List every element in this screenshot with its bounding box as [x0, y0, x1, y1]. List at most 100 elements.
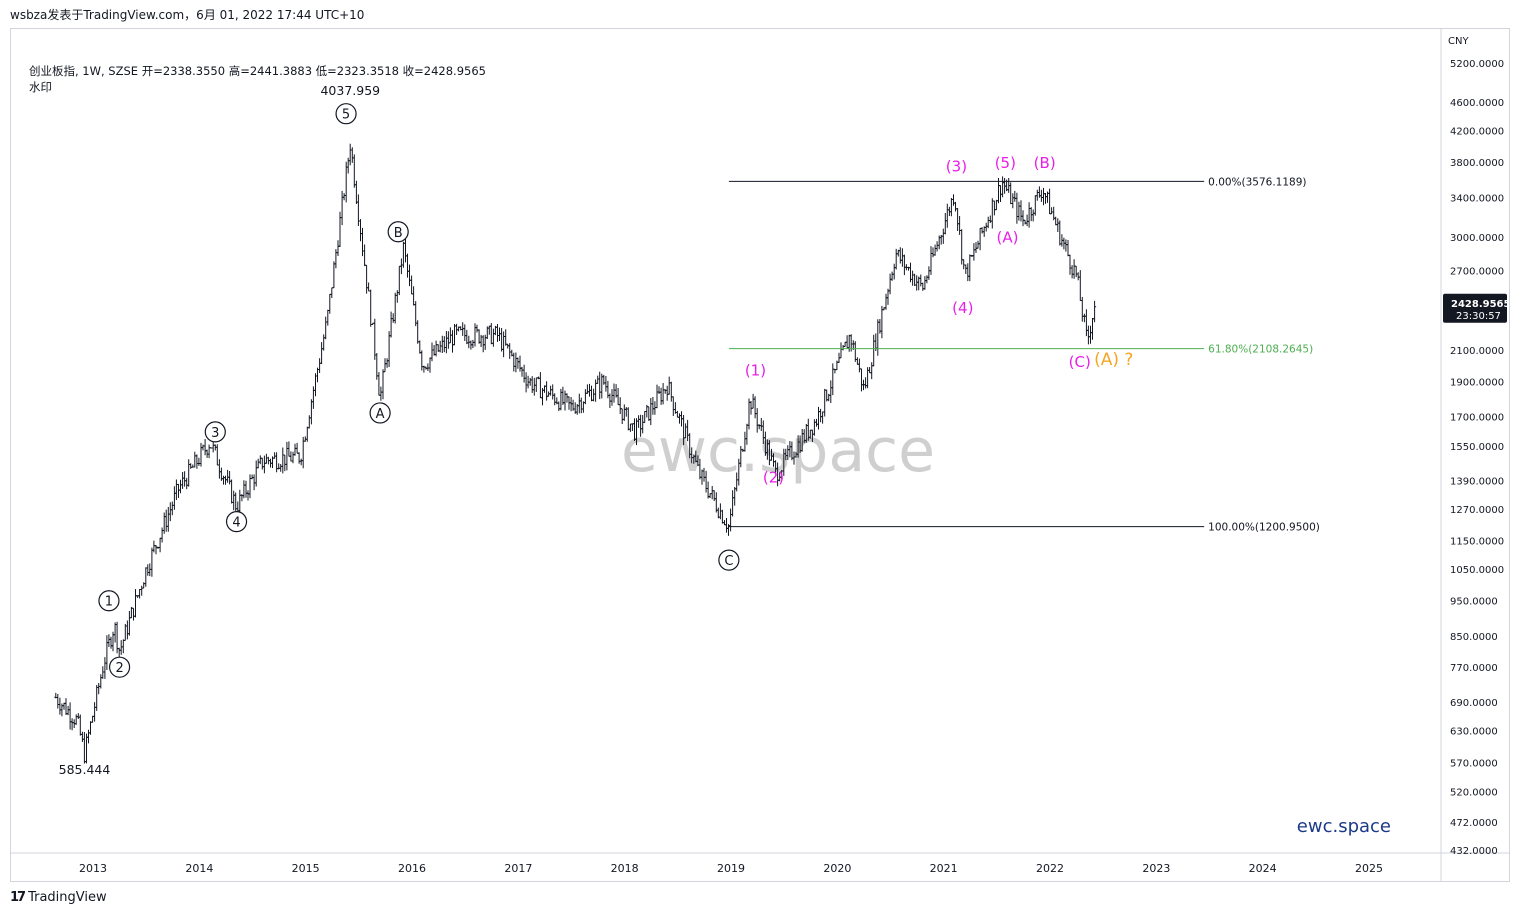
- ohlc-bar: [242, 480, 246, 499]
- ohlc-bar: [1084, 309, 1088, 337]
- ohlc-bar: [980, 227, 984, 234]
- ohlc-bar: [379, 386, 383, 401]
- wave-label-magenta: (5): [995, 154, 1016, 172]
- price-tick-label: 5200.0000: [1450, 59, 1504, 70]
- ohlc-bar: [291, 451, 295, 464]
- ohlc-bar: [444, 331, 448, 354]
- ohlc-bar: [522, 364, 526, 383]
- wave-label-circled: 4: [232, 516, 240, 531]
- ohlc-bar: [64, 698, 68, 715]
- tradingview-brand[interactable]: 17 TradingView: [10, 890, 107, 905]
- price-tick-label: 1150.0000: [1450, 536, 1504, 547]
- symbol-ohlc-line: 创业板指, 1W, SZSE 开=2338.3550 高=2441.3883 低…: [29, 64, 486, 78]
- price-tick-label: 3000.0000: [1450, 233, 1504, 244]
- ohlc-bar: [565, 393, 569, 403]
- time-tick-label: 2019: [717, 862, 745, 875]
- ohlc-bar: [179, 479, 182, 494]
- ohlc-bar: [708, 493, 712, 498]
- wave-label-magenta: (C): [1069, 353, 1091, 371]
- ohlc-bar: [581, 401, 585, 413]
- ohlc-bar: [1011, 193, 1015, 209]
- ohlc-bar: [590, 385, 593, 402]
- ohlc-bar: [847, 334, 851, 352]
- tradingview-logo-icon: 17: [10, 890, 26, 905]
- ohlc-bar: [1058, 220, 1062, 246]
- price-scale-currency: CNY: [1448, 36, 1469, 47]
- ohlc-bar: [481, 335, 485, 353]
- ohlc-bar: [900, 248, 904, 267]
- ohlc-bar: [978, 227, 982, 251]
- watermark-label: 水印: [29, 80, 52, 94]
- ohlc-bar: [222, 475, 225, 485]
- ohlc-bar: [262, 455, 266, 474]
- ohlc-bar: [361, 227, 364, 257]
- ohlc-bar: [399, 258, 403, 275]
- extreme-price-label: 4037.959: [320, 83, 380, 98]
- ohlc-bar: [1068, 254, 1072, 275]
- chart-canvas[interactable]: ewc.space CNY 5200.0000 4600.0000 4200.0000 3…: [11, 29, 1509, 881]
- ohlc-bar: [1013, 190, 1017, 202]
- ohlc-bar: [823, 388, 827, 417]
- ohlc-bar: [389, 311, 393, 338]
- ohlc-bar: [659, 387, 663, 405]
- ohlc-bar: [250, 474, 254, 480]
- ohlc-bar: [880, 305, 884, 339]
- ohlc-bar: [428, 357, 432, 373]
- chart-pane[interactable]: ewc.space CNY 5200.0000 4600.0000 4200.0000 3…: [10, 28, 1510, 882]
- ohlc-bar: [733, 487, 737, 506]
- price-tick-label: 770.0000: [1450, 663, 1498, 674]
- ohlc-bar: [185, 477, 189, 490]
- ohlc-bar: [193, 451, 197, 468]
- ohlc-bar: [363, 244, 367, 267]
- ohlc-bar: [76, 713, 80, 719]
- ohlc-bar: [990, 198, 994, 229]
- ohlc-bar: [244, 480, 248, 498]
- ohlc-bar: [154, 545, 158, 555]
- ohlc-bar: [604, 376, 608, 392]
- wave-circle: [98, 590, 120, 612]
- ohlc-bar: [119, 640, 123, 655]
- ohlc-bar: [1027, 202, 1031, 228]
- ohlc-bar: [99, 674, 103, 689]
- ohlc-bar: [911, 270, 915, 286]
- ohlc-bar: [367, 282, 371, 292]
- ohlc-bar: [172, 486, 176, 510]
- ohlc-bar: [203, 439, 207, 456]
- ohlc-bar: [87, 729, 90, 744]
- price-tick-label: 1700.0000: [1450, 413, 1504, 424]
- ohlc-bar: [140, 585, 144, 596]
- ohlc-bar: [999, 185, 1002, 202]
- ohlc-bar: [473, 323, 477, 347]
- ohlc-bar: [289, 451, 293, 462]
- time-tick-label: 2022: [1036, 862, 1064, 875]
- ohlc-bar: [215, 444, 219, 466]
- ohlc-bar: [475, 324, 479, 333]
- ohlc-bar: [876, 319, 880, 356]
- wave-label-magenta: (3): [946, 158, 967, 176]
- ohlc-bar: [894, 248, 898, 270]
- wave-label-magenta: (A): [996, 228, 1018, 246]
- ohlc-bar: [915, 275, 919, 291]
- ohlc-bar: [994, 199, 998, 211]
- ohlc-bar: [453, 324, 456, 346]
- wave-circle: [108, 656, 131, 678]
- ohlc-bar: [1093, 300, 1097, 323]
- ohlc-bar: [287, 441, 291, 457]
- ohlc-bar: [514, 352, 518, 373]
- ohlc-bar: [600, 373, 604, 399]
- wave-circle: [718, 549, 740, 571]
- ohlc-bar: [346, 157, 350, 174]
- ohlc-bar: [592, 388, 596, 402]
- ohlc-bar: [1001, 176, 1005, 198]
- ohlc-bar: [162, 512, 166, 534]
- ohlc-bar: [545, 381, 549, 401]
- ohlc-bar: [1078, 270, 1082, 301]
- ohlc-bar: [958, 216, 962, 235]
- wave-label-circled: 5: [342, 108, 350, 123]
- ohlc-bar: [82, 732, 86, 764]
- ohlc-bar: [318, 358, 322, 373]
- ohlc-bar: [299, 458, 303, 466]
- ohlc-bar: [1029, 207, 1033, 222]
- price-tick-label: 432.0000: [1450, 846, 1498, 857]
- time-tick-label: 2015: [292, 862, 320, 875]
